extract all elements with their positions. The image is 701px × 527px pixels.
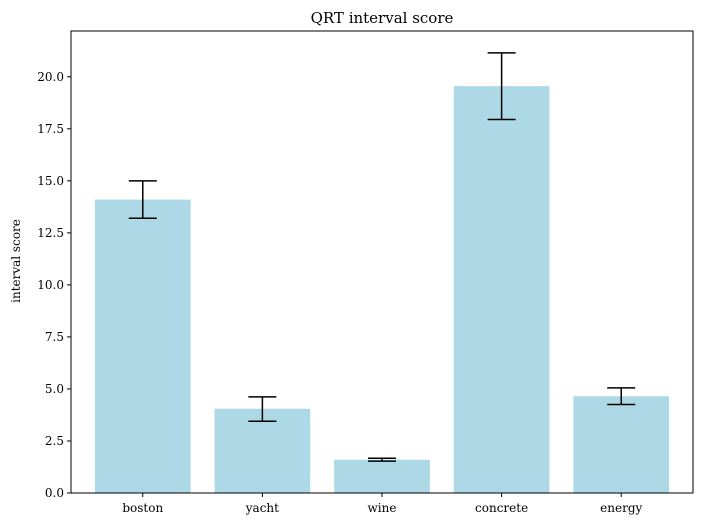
y-tick-label: 7.5 — [45, 330, 64, 344]
y-tick-label: 20.0 — [37, 70, 64, 84]
y-tick-label: 10.0 — [37, 278, 64, 292]
bar-wine — [334, 459, 430, 493]
error-bars-group — [128, 52, 636, 462]
x-tick-label: yacht — [245, 501, 279, 515]
x-tick-label: concrete — [475, 501, 528, 515]
bar-boston — [94, 199, 191, 493]
x-tick-label: energy — [600, 501, 642, 515]
y-tick-label: 12.5 — [37, 226, 64, 240]
bar-concrete — [453, 86, 550, 493]
y-tick-label: 17.5 — [37, 122, 64, 136]
x-tick-label: boston — [122, 501, 163, 515]
chart-title: QRT interval score — [311, 9, 454, 27]
x-ticks-group: boston yacht wine concrete energy — [122, 493, 643, 515]
bars-group — [94, 86, 670, 493]
bar-yacht — [214, 408, 311, 493]
y-axis-label: interval score — [9, 219, 23, 303]
plot-frame — [70, 30, 694, 494]
y-tick-label: 0.0 — [45, 486, 64, 500]
x-tick-label: wine — [368, 501, 397, 515]
y-ticks-group: 0.0 2.5 5.0 7.5 10.0 12.5 15.0 17.5 20.0 — [37, 70, 71, 500]
y-tick-label: 2.5 — [45, 434, 64, 448]
y-tick-label: 5.0 — [45, 382, 64, 396]
y-tick-label: 15.0 — [37, 174, 64, 188]
bar-energy — [573, 396, 670, 493]
